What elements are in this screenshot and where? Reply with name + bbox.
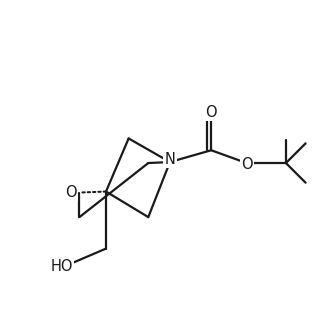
Text: N: N	[164, 152, 175, 167]
Text: HO: HO	[50, 259, 73, 274]
Text: O: O	[205, 105, 217, 120]
Text: O: O	[241, 157, 252, 172]
Text: O: O	[66, 185, 77, 200]
